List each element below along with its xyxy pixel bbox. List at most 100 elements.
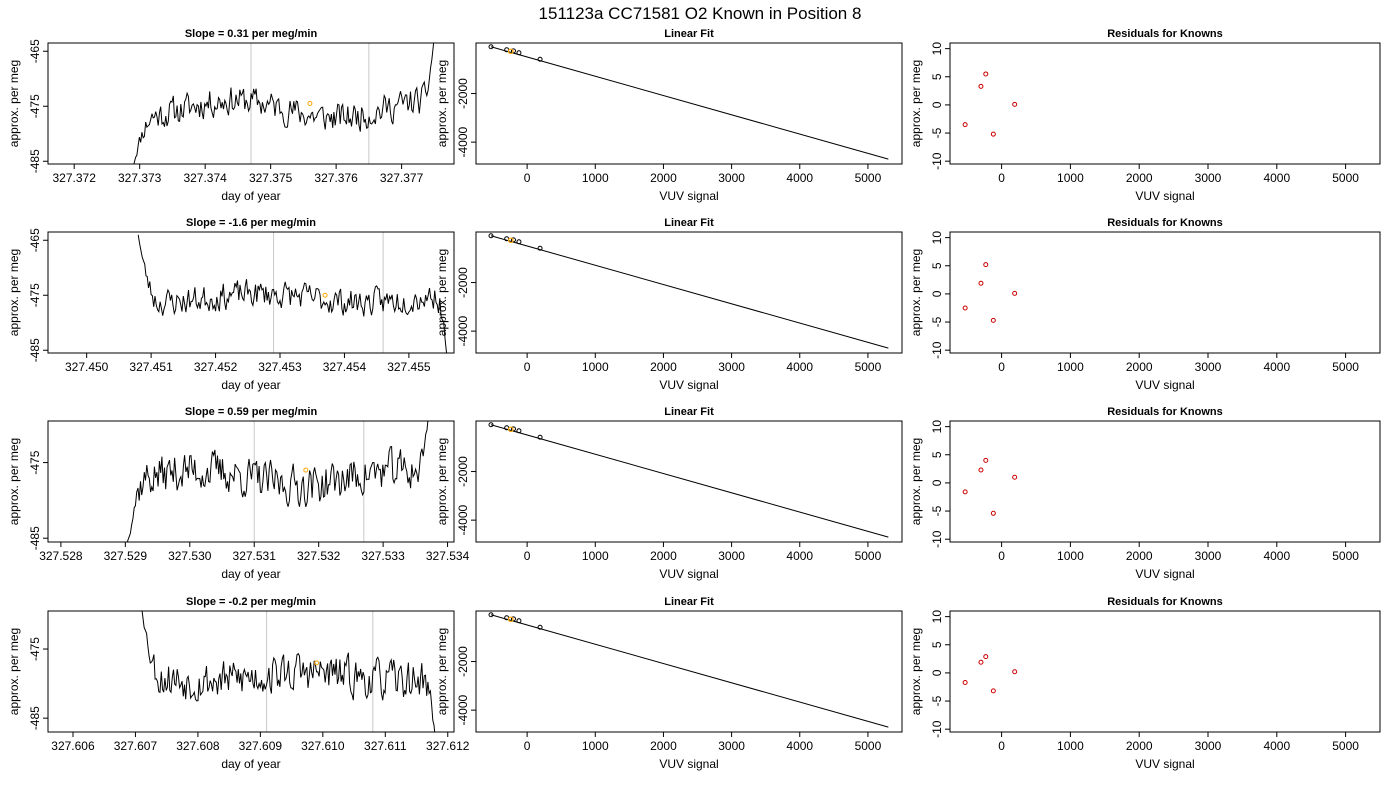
x-tick-label: 0 bbox=[524, 360, 531, 374]
x-tick-label: 327.528 bbox=[39, 549, 83, 563]
plot-area bbox=[488, 422, 889, 538]
panel-4-3: Residuals for Knowns 0 1000 2000 3000 4000 500… bbox=[909, 596, 1381, 771]
y-tick-label: 5 bbox=[930, 262, 944, 269]
panel-2-2: Linear Fit 0 1000 2000 3000 4000 5000 -2000 -400… bbox=[435, 217, 903, 392]
y-tick-label: -4000 bbox=[456, 315, 470, 346]
panel-3-2: Linear Fit 0 1000 2000 3000 4000 5000 -2000 -400… bbox=[435, 406, 903, 581]
panel-title: Linear Fit bbox=[664, 596, 714, 608]
y-tick-label: -485 bbox=[28, 338, 42, 362]
x-axis-label: VUV signal bbox=[1135, 378, 1194, 392]
y-axis-label: approx. per meg bbox=[435, 438, 449, 525]
y-tick-label: -2000 bbox=[456, 267, 470, 298]
x-tick-label: 1000 bbox=[1057, 739, 1084, 753]
x-tick-label: 2000 bbox=[650, 739, 677, 753]
panel-title: Slope = -1.6 per meg/min bbox=[186, 217, 316, 229]
plot-frame bbox=[47, 231, 455, 354]
x-axis-label: VUV signal bbox=[1135, 189, 1194, 203]
y-tick-label: -10 bbox=[930, 530, 944, 548]
known-point bbox=[510, 48, 516, 54]
x-tick-label: 327.530 bbox=[168, 549, 212, 563]
y-axis-label: approx. per meg bbox=[7, 438, 21, 525]
x-tick-label: 327.608 bbox=[176, 739, 220, 753]
x-tick-label: 3000 bbox=[718, 549, 745, 563]
x-tick-label: 327.531 bbox=[233, 549, 277, 563]
x-tick-label: 2000 bbox=[650, 360, 677, 374]
fit-line bbox=[490, 46, 889, 160]
plot-area bbox=[133, 43, 435, 164]
y-axis-label: approx. per meg bbox=[7, 60, 21, 147]
panel-title: Slope = 0.31 per meg/min bbox=[185, 28, 318, 40]
plot-area bbox=[488, 233, 889, 349]
y-tick-label: -10 bbox=[930, 720, 944, 738]
plot-frame bbox=[475, 420, 903, 543]
x-tick-label: 3000 bbox=[718, 739, 745, 753]
y-tick-label: -4000 bbox=[456, 126, 470, 157]
y-axis-label: approx. per meg bbox=[909, 249, 923, 336]
x-tick-label: 1000 bbox=[1057, 360, 1084, 374]
panel-title: Slope = -0.2 per meg/min bbox=[186, 596, 316, 608]
known-point bbox=[488, 612, 494, 618]
panel-title: Residuals for Knowns bbox=[1107, 217, 1223, 229]
x-tick-label: 327.607 bbox=[114, 739, 158, 753]
residual-point bbox=[1012, 290, 1018, 296]
plot-frame bbox=[475, 42, 903, 165]
y-tick-label: -10 bbox=[930, 341, 944, 359]
known-point bbox=[537, 245, 543, 251]
residual-point bbox=[978, 83, 984, 89]
known-point bbox=[537, 624, 543, 630]
x-tick-label: 0 bbox=[998, 739, 1005, 753]
x-axis-label: day of year bbox=[221, 567, 280, 581]
x-tick-label: 4000 bbox=[1263, 549, 1290, 563]
residual-point bbox=[1012, 474, 1018, 480]
x-tick-label: 0 bbox=[998, 171, 1005, 185]
panel-title: Slope = 0.59 per meg/min bbox=[185, 406, 318, 418]
plot-area bbox=[962, 654, 1018, 694]
highlight-point bbox=[507, 616, 514, 623]
x-tick-label: 2000 bbox=[1126, 360, 1153, 374]
y-tick-label: -465 bbox=[28, 39, 42, 63]
y-tick-label: 10 bbox=[930, 610, 944, 624]
x-tick-label: 2000 bbox=[1126, 549, 1153, 563]
y-tick-label: -4000 bbox=[456, 504, 470, 535]
x-tick-label: 327.534 bbox=[426, 549, 470, 563]
residual-point bbox=[962, 679, 968, 685]
x-axis-label: VUV signal bbox=[1135, 757, 1194, 771]
residual-point bbox=[990, 510, 996, 516]
y-tick-label: -485 bbox=[28, 706, 42, 730]
panel-4-2: Linear Fit 0 1000 2000 3000 4000 5000 -2000 -400… bbox=[435, 596, 903, 771]
highlight-point bbox=[303, 467, 309, 473]
x-tick-label: 5000 bbox=[1332, 549, 1359, 563]
fit-line bbox=[490, 614, 889, 728]
plot-area bbox=[137, 232, 448, 353]
residual-point bbox=[983, 457, 989, 463]
x-axis-label: VUV signal bbox=[659, 378, 718, 392]
y-tick-label: -475 bbox=[28, 637, 42, 661]
x-tick-label: 1000 bbox=[582, 739, 609, 753]
plot-area bbox=[962, 457, 1018, 516]
x-tick-label: 1000 bbox=[1057, 549, 1084, 563]
y-tick-label: -10 bbox=[930, 152, 944, 170]
x-axis-label: VUV signal bbox=[1135, 567, 1194, 581]
y-tick-label: 10 bbox=[930, 231, 944, 245]
plot-area bbox=[488, 612, 889, 728]
y-tick-label: -485 bbox=[28, 526, 42, 550]
highlight-point bbox=[507, 237, 514, 244]
known-point bbox=[516, 618, 522, 624]
y-axis-label: approx. per meg bbox=[435, 628, 449, 715]
fit-line bbox=[490, 235, 889, 349]
x-tick-label: 327.453 bbox=[258, 360, 302, 374]
x-tick-label: 3000 bbox=[1195, 549, 1222, 563]
y-tick-label: 10 bbox=[930, 42, 944, 56]
x-tick-label: 327.373 bbox=[118, 171, 162, 185]
plot-frame bbox=[47, 42, 455, 165]
x-tick-label: 327.609 bbox=[239, 739, 283, 753]
panel-title: Residuals for Knowns bbox=[1107, 406, 1223, 418]
x-tick-label: 4000 bbox=[1263, 171, 1290, 185]
plot-area bbox=[962, 262, 1018, 323]
known-point bbox=[516, 428, 522, 434]
x-tick-label: 4000 bbox=[786, 739, 813, 753]
x-tick-label: 327.455 bbox=[387, 360, 431, 374]
x-tick-label: 327.376 bbox=[314, 171, 358, 185]
plot-frame bbox=[47, 610, 455, 733]
x-tick-label: 4000 bbox=[1263, 739, 1290, 753]
